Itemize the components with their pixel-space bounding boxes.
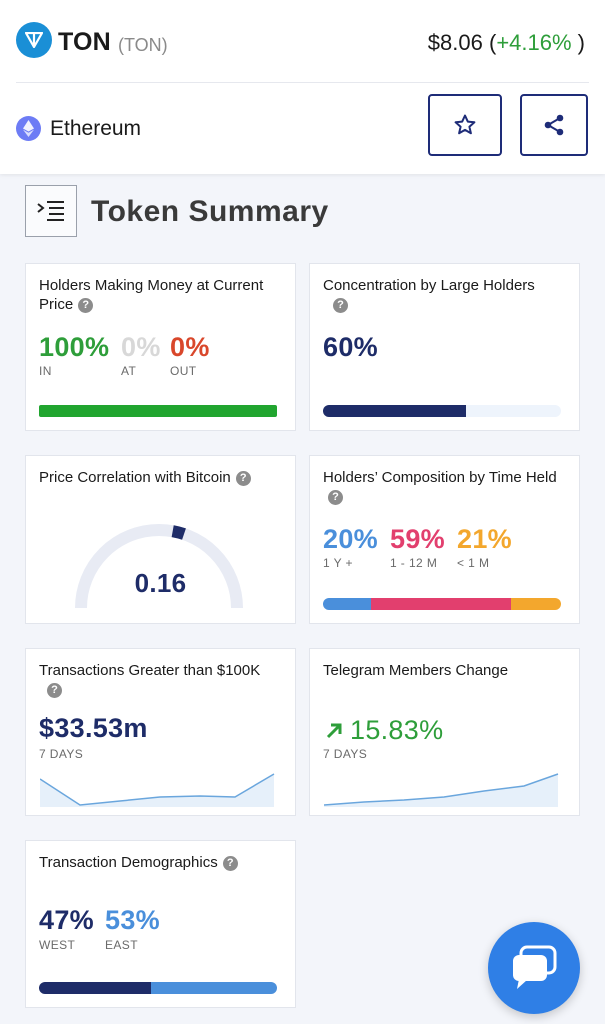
chain-name: Ethereum: [50, 117, 142, 140]
card-title-text: Concentration by Large Holders: [323, 277, 535, 294]
help-icon[interactable]: ?: [78, 298, 94, 313]
favorite-button[interactable]: [428, 94, 502, 156]
holders-out-label: OUT: [170, 364, 197, 378]
share-icon: [544, 114, 564, 136]
coin-symbol: (TON): [118, 35, 168, 55]
card-title: Holders Making Money at Current Price?: [39, 276, 283, 314]
card-title-text: Transaction Demographics: [39, 854, 218, 871]
concentration-card: Concentration by Large Holders? 60%: [309, 263, 580, 431]
holders-out-value: 0%: [170, 332, 210, 362]
composition-value-mid: 59%: [390, 524, 445, 554]
gauge-marker: [171, 525, 186, 540]
chat-bubbles-icon: [513, 945, 557, 989]
price-change-open: (: [488, 30, 497, 55]
card-title-text: Transactions Greater than $100K: [39, 662, 261, 679]
share-button[interactable]: [520, 94, 588, 156]
holders-at-value: 0%: [121, 332, 161, 362]
telegram-card: Telegram Members Change 15.83% 7 DAYS: [309, 648, 580, 816]
east-value: 53%: [105, 905, 160, 935]
holders-in-label: IN: [39, 364, 52, 378]
bar-segment: [39, 982, 151, 994]
card-title: Transaction Demographics?: [39, 853, 283, 872]
demographics-card: Transaction Demographics? 47% WEST 53% E…: [25, 840, 296, 1008]
large-transactions-card: Transactions Greater than $100K? $33.53m…: [25, 648, 296, 816]
card-title: Price Correlation with Bitcoin?: [39, 468, 283, 487]
card-title: Transactions Greater than $100K?: [39, 661, 283, 699]
east-label: EAST: [105, 938, 138, 952]
price-correlation-card: Price Correlation with Bitcoin? 0.16: [25, 455, 296, 624]
composition-value-short: 21%: [457, 524, 512, 554]
demographics-bar: [39, 982, 277, 994]
telegram-sparkline: [324, 773, 559, 807]
transactions-value: $33.53m: [39, 713, 148, 743]
bar-segment: [39, 405, 277, 417]
arrow-up-right-icon: [326, 723, 342, 739]
composition-card: Holders’ Composition by Time Held? 20% 1…: [309, 455, 580, 624]
card-title: Telegram Members Change: [323, 662, 509, 679]
holders-money-bar: [39, 405, 277, 417]
price-display: $8.06 (+4.16% ): [428, 30, 585, 56]
star-icon: [454, 114, 476, 135]
bar-segment: [511, 598, 561, 610]
price-change: +4.16%: [496, 30, 572, 55]
coin-name: TON: [58, 28, 111, 56]
card-title: Concentration by Large Holders?: [323, 276, 567, 314]
help-icon[interactable]: ?: [222, 856, 238, 871]
transactions-sparkline: [40, 773, 275, 807]
help-icon[interactable]: ?: [47, 683, 62, 698]
concentration-bar: [323, 405, 561, 417]
correlation-value: 0.16: [134, 568, 187, 598]
help-icon[interactable]: ?: [333, 298, 348, 313]
section-title: Token Summary: [91, 195, 329, 228]
card-title-text: Holders Making Money at Current Price: [39, 277, 264, 313]
correlation-gauge: [75, 524, 243, 609]
bar-segment: [323, 405, 466, 417]
price-value: $8.06: [427, 30, 483, 55]
transactions-period: 7 DAYS: [39, 747, 84, 761]
help-icon[interactable]: ?: [235, 471, 251, 486]
west-label: WEST: [39, 938, 76, 952]
composition-label-long: 1 Y +: [323, 556, 353, 570]
west-value: 47%: [39, 905, 94, 935]
composition-value-long: 20%: [323, 524, 378, 554]
holders-money-card: Holders Making Money at Current Price? 1…: [25, 263, 296, 431]
indent-list-icon[interactable]: [25, 185, 77, 237]
holders-at-label: AT: [121, 364, 137, 378]
composition-label-mid: 1 - 12 M: [390, 556, 438, 570]
chat-button[interactable]: [488, 922, 580, 1014]
ethereum-icon: [16, 116, 41, 141]
card-title-text: Price Correlation with Bitcoin: [39, 469, 231, 486]
concentration-value: 60%: [323, 332, 378, 362]
ton-logo-icon: [16, 22, 52, 58]
holders-in-value: 100%: [39, 332, 110, 362]
help-icon[interactable]: ?: [328, 490, 343, 505]
card-title: Holders’ Composition by Time Held?: [323, 468, 567, 506]
card-title-text: Holders’ Composition by Time Held: [323, 469, 557, 486]
telegram-change-value: 15.83%: [350, 715, 444, 745]
token-header: TON (TON) $8.06 (+4.16% ) Ethereum: [0, 0, 605, 174]
header-divider: [16, 82, 589, 83]
bar-segment: [370, 598, 511, 610]
telegram-period: 7 DAYS: [323, 747, 368, 761]
composition-label-short: < 1 M: [457, 556, 490, 570]
price-change-close: ): [571, 30, 585, 55]
bar-segment: [150, 982, 277, 994]
bar-segment: [323, 598, 371, 610]
composition-bar: [323, 598, 561, 610]
